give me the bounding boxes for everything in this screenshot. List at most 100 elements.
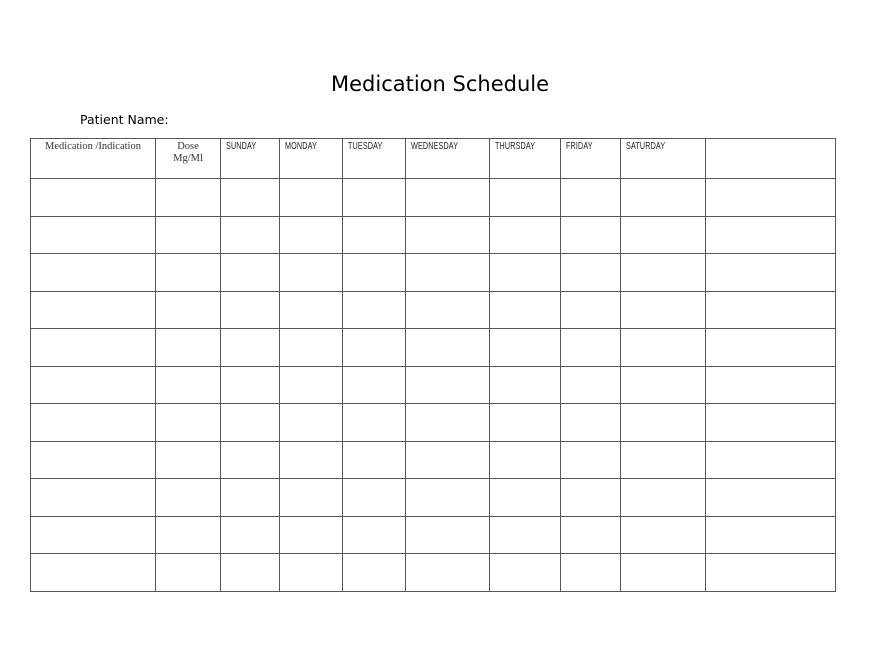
- table-cell[interactable]: [705, 328, 836, 367]
- table-cell[interactable]: [30, 515, 156, 554]
- table-cell[interactable]: [220, 440, 280, 479]
- table-cell[interactable]: [560, 553, 621, 592]
- table-cell[interactable]: [405, 553, 490, 592]
- table-cell[interactable]: [155, 328, 221, 367]
- table-cell[interactable]: [405, 365, 490, 404]
- table-cell[interactable]: [279, 515, 343, 554]
- table-cell[interactable]: [560, 478, 621, 517]
- table-cell[interactable]: [489, 178, 561, 217]
- table-cell[interactable]: [279, 290, 343, 329]
- table-cell[interactable]: [30, 478, 156, 517]
- table-cell[interactable]: [560, 215, 621, 254]
- table-cell[interactable]: [620, 253, 706, 292]
- table-cell[interactable]: [489, 553, 561, 592]
- table-cell[interactable]: [30, 178, 156, 217]
- table-cell[interactable]: [30, 253, 156, 292]
- table-cell[interactable]: [405, 290, 490, 329]
- table-cell[interactable]: [405, 515, 490, 554]
- table-cell[interactable]: [405, 178, 490, 217]
- table-cell[interactable]: [155, 478, 221, 517]
- table-cell[interactable]: [155, 178, 221, 217]
- table-cell[interactable]: [620, 515, 706, 554]
- table-cell[interactable]: [489, 440, 561, 479]
- table-cell[interactable]: [279, 440, 343, 479]
- table-cell[interactable]: [620, 215, 706, 254]
- table-cell[interactable]: [155, 553, 221, 592]
- table-cell[interactable]: [342, 515, 406, 554]
- table-cell[interactable]: [279, 215, 343, 254]
- table-cell[interactable]: [405, 215, 490, 254]
- table-cell[interactable]: [220, 290, 280, 329]
- table-cell[interactable]: [405, 478, 490, 517]
- table-cell[interactable]: [620, 553, 706, 592]
- table-cell[interactable]: [489, 328, 561, 367]
- table-cell[interactable]: [155, 365, 221, 404]
- table-cell[interactable]: [705, 253, 836, 292]
- table-cell[interactable]: [405, 328, 490, 367]
- table-cell[interactable]: [620, 403, 706, 442]
- table-cell[interactable]: [342, 328, 406, 367]
- table-cell[interactable]: [220, 215, 280, 254]
- table-cell[interactable]: [155, 440, 221, 479]
- table-cell[interactable]: [620, 178, 706, 217]
- table-cell[interactable]: [560, 328, 621, 367]
- table-cell[interactable]: [705, 440, 836, 479]
- table-cell[interactable]: [620, 440, 706, 479]
- table-cell[interactable]: [279, 365, 343, 404]
- table-cell[interactable]: [155, 215, 221, 254]
- table-cell[interactable]: [155, 253, 221, 292]
- table-cell[interactable]: [489, 215, 561, 254]
- table-cell[interactable]: [279, 328, 343, 367]
- table-cell[interactable]: [405, 440, 490, 479]
- table-cell[interactable]: [220, 178, 280, 217]
- table-cell[interactable]: [220, 328, 280, 367]
- table-cell[interactable]: [220, 553, 280, 592]
- table-cell[interactable]: [342, 365, 406, 404]
- table-cell[interactable]: [279, 478, 343, 517]
- table-cell[interactable]: [620, 478, 706, 517]
- table-cell[interactable]: [705, 553, 836, 592]
- table-cell[interactable]: [705, 515, 836, 554]
- table-cell[interactable]: [342, 553, 406, 592]
- table-cell[interactable]: [30, 215, 156, 254]
- table-cell[interactable]: [30, 403, 156, 442]
- table-cell[interactable]: [342, 478, 406, 517]
- table-cell[interactable]: [560, 365, 621, 404]
- table-cell[interactable]: [342, 215, 406, 254]
- table-cell[interactable]: [155, 290, 221, 329]
- table-cell[interactable]: [405, 403, 490, 442]
- table-cell[interactable]: [279, 178, 343, 217]
- table-cell[interactable]: [705, 215, 836, 254]
- table-cell[interactable]: [489, 403, 561, 442]
- table-cell[interactable]: [560, 440, 621, 479]
- table-cell[interactable]: [620, 328, 706, 367]
- table-cell[interactable]: [30, 553, 156, 592]
- table-cell[interactable]: [705, 365, 836, 404]
- table-cell[interactable]: [620, 365, 706, 404]
- table-cell[interactable]: [560, 253, 621, 292]
- table-cell[interactable]: [220, 365, 280, 404]
- table-cell[interactable]: [405, 253, 490, 292]
- table-cell[interactable]: [220, 515, 280, 554]
- table-cell[interactable]: [279, 253, 343, 292]
- table-cell[interactable]: [560, 515, 621, 554]
- table-cell[interactable]: [220, 253, 280, 292]
- table-cell[interactable]: [279, 403, 343, 442]
- table-cell[interactable]: [342, 440, 406, 479]
- table-cell[interactable]: [342, 403, 406, 442]
- table-cell[interactable]: [30, 440, 156, 479]
- table-cell[interactable]: [705, 478, 836, 517]
- table-cell[interactable]: [489, 253, 561, 292]
- table-cell[interactable]: [560, 290, 621, 329]
- table-cell[interactable]: [620, 290, 706, 329]
- table-cell[interactable]: [560, 403, 621, 442]
- table-cell[interactable]: [489, 290, 561, 329]
- table-cell[interactable]: [30, 290, 156, 329]
- table-cell[interactable]: [155, 403, 221, 442]
- table-cell[interactable]: [705, 403, 836, 442]
- table-cell[interactable]: [489, 478, 561, 517]
- table-cell[interactable]: [342, 253, 406, 292]
- table-cell[interactable]: [220, 478, 280, 517]
- table-cell[interactable]: [30, 328, 156, 367]
- table-cell[interactable]: [342, 178, 406, 217]
